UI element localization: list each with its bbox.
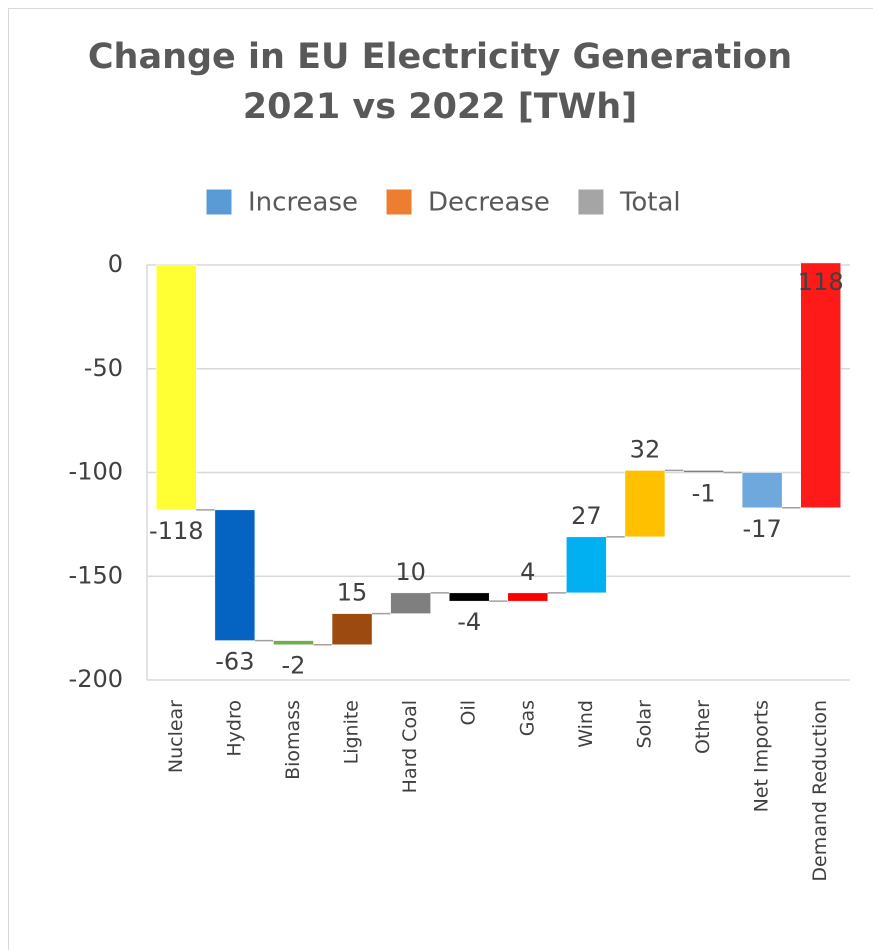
legend-label: Decrease bbox=[428, 188, 550, 218]
legend-swatch bbox=[205, 188, 233, 216]
bar bbox=[800, 262, 841, 509]
data-label: 118 bbox=[798, 268, 844, 296]
data-label: 15 bbox=[337, 579, 368, 607]
x-tick-label: Hydro bbox=[223, 700, 245, 757]
legend-label: Increase bbox=[248, 188, 358, 218]
x-tick-label: Gas bbox=[516, 700, 538, 736]
bar bbox=[331, 613, 373, 645]
bar bbox=[507, 592, 549, 602]
bar bbox=[156, 264, 197, 511]
x-tick-label: Nuclear bbox=[165, 700, 187, 773]
data-label: -2 bbox=[281, 652, 305, 680]
x-tick-label: Other bbox=[692, 700, 714, 754]
legend-swatch bbox=[385, 188, 413, 216]
legend-swatch bbox=[577, 188, 605, 216]
x-tick-label: Oil bbox=[458, 700, 480, 726]
data-label: 27 bbox=[571, 502, 602, 530]
data-label: 10 bbox=[395, 558, 426, 586]
x-tick-label: Lignite bbox=[341, 700, 363, 764]
bar bbox=[273, 640, 314, 645]
bar bbox=[566, 536, 607, 594]
chart-frame bbox=[8, 8, 873, 950]
y-tick-label: -200 bbox=[69, 665, 123, 693]
y-tick-label: -50 bbox=[84, 354, 123, 382]
data-label: 4 bbox=[520, 558, 535, 586]
bar bbox=[390, 592, 431, 614]
x-tick-label: Solar bbox=[633, 700, 655, 749]
x-tick-label: Hard Coal bbox=[399, 700, 421, 793]
data-label: -118 bbox=[149, 517, 203, 545]
data-label: -4 bbox=[457, 608, 481, 636]
bar bbox=[741, 472, 783, 509]
bar bbox=[214, 509, 256, 641]
y-tick-label: -100 bbox=[69, 458, 123, 486]
legend-label: Total bbox=[619, 188, 681, 218]
data-label: -1 bbox=[692, 480, 716, 508]
data-label: -63 bbox=[215, 648, 254, 676]
x-tick-label: Wind bbox=[575, 700, 597, 748]
x-tick-label: Demand Reduction bbox=[809, 700, 831, 882]
x-tick-label: Biomass bbox=[282, 700, 304, 780]
x-tick-label: Net Imports bbox=[751, 700, 773, 812]
bar bbox=[448, 592, 490, 602]
y-tick-label: -150 bbox=[69, 561, 123, 589]
data-label: 32 bbox=[630, 435, 661, 463]
bar bbox=[683, 470, 724, 473]
chart-title: Change in EU Electricity Generation 2021… bbox=[87, 37, 793, 127]
y-tick-label: 0 bbox=[108, 250, 123, 278]
bar bbox=[624, 470, 666, 538]
data-label: -17 bbox=[743, 515, 782, 543]
